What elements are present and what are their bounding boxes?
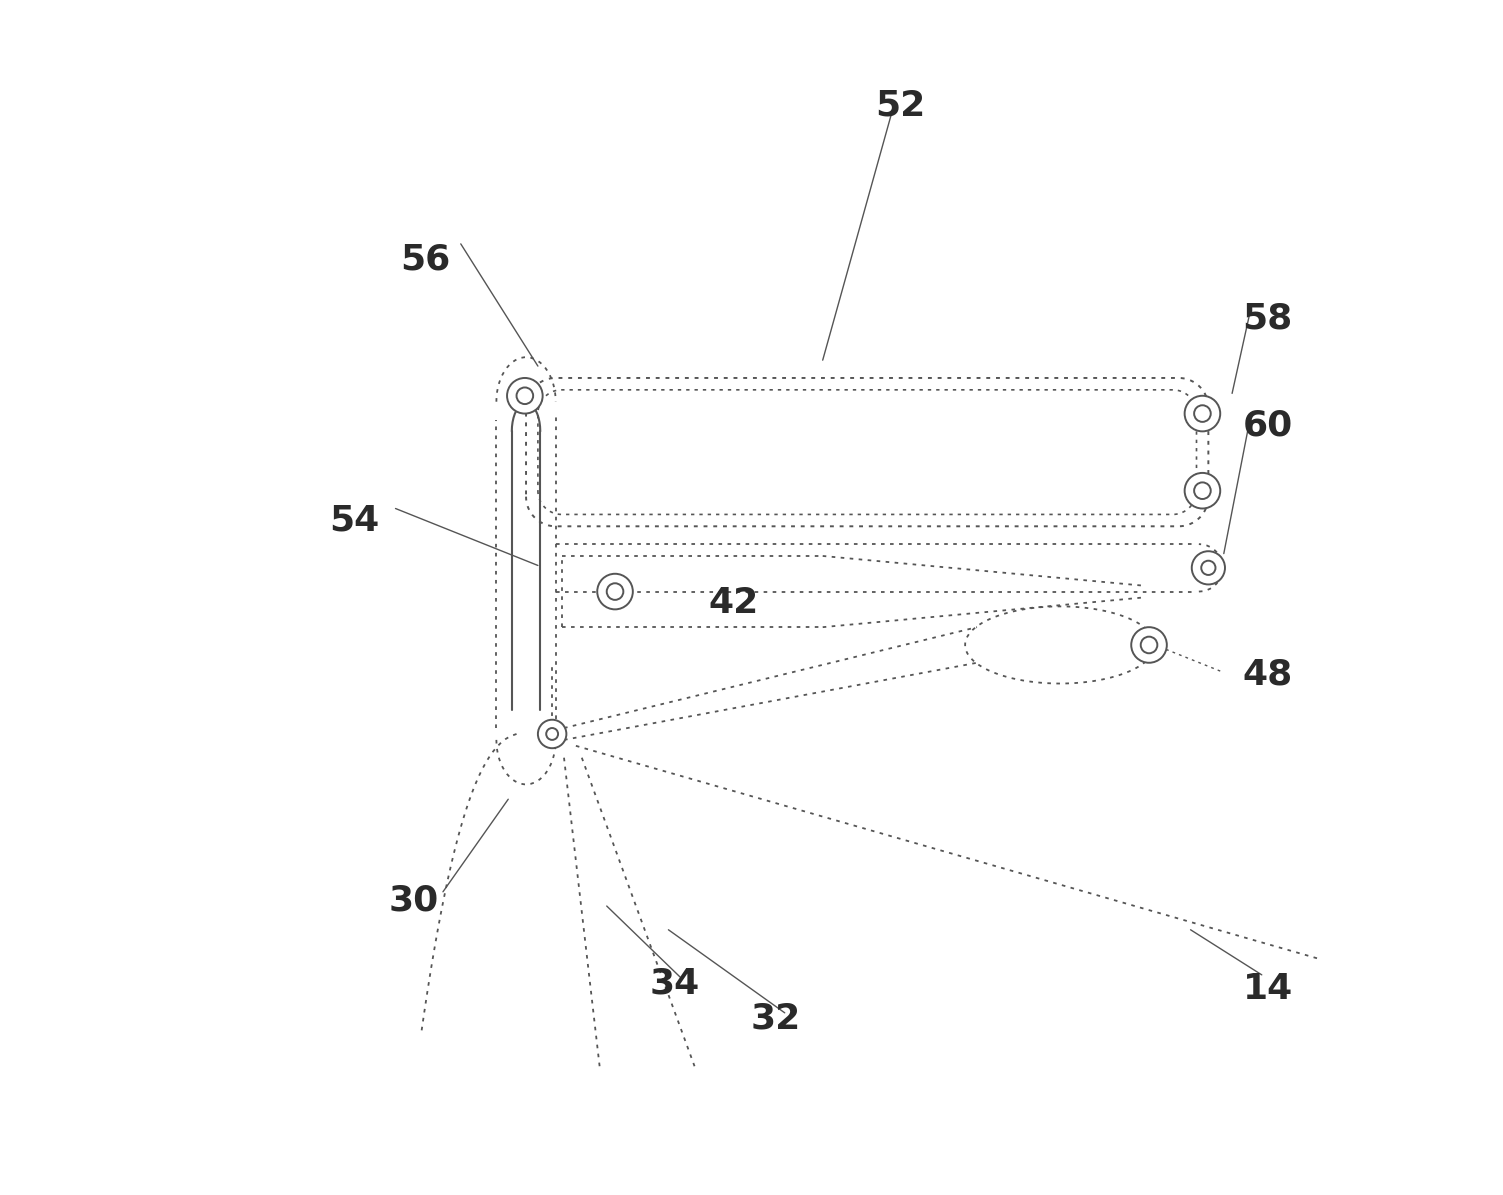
Circle shape <box>1201 560 1216 575</box>
Text: 30: 30 <box>388 883 439 917</box>
Text: 54: 54 <box>329 503 379 538</box>
Text: 32: 32 <box>750 1001 801 1036</box>
Circle shape <box>546 728 558 740</box>
Circle shape <box>517 387 534 404</box>
Circle shape <box>1193 405 1211 422</box>
Circle shape <box>1132 627 1166 663</box>
Circle shape <box>507 378 543 413</box>
Text: 42: 42 <box>708 587 759 620</box>
Text: 58: 58 <box>1243 301 1293 336</box>
Text: 60: 60 <box>1243 409 1293 442</box>
Circle shape <box>597 574 633 609</box>
Circle shape <box>607 583 624 600</box>
Text: 34: 34 <box>649 967 699 1000</box>
Text: 56: 56 <box>400 243 451 276</box>
Text: 52: 52 <box>875 88 924 122</box>
Circle shape <box>1193 483 1211 500</box>
Circle shape <box>1184 473 1220 509</box>
Text: 14: 14 <box>1243 972 1293 1006</box>
Circle shape <box>1192 551 1225 584</box>
Circle shape <box>1184 396 1220 431</box>
Circle shape <box>1141 637 1157 654</box>
Circle shape <box>538 719 567 748</box>
Text: 48: 48 <box>1243 657 1293 692</box>
